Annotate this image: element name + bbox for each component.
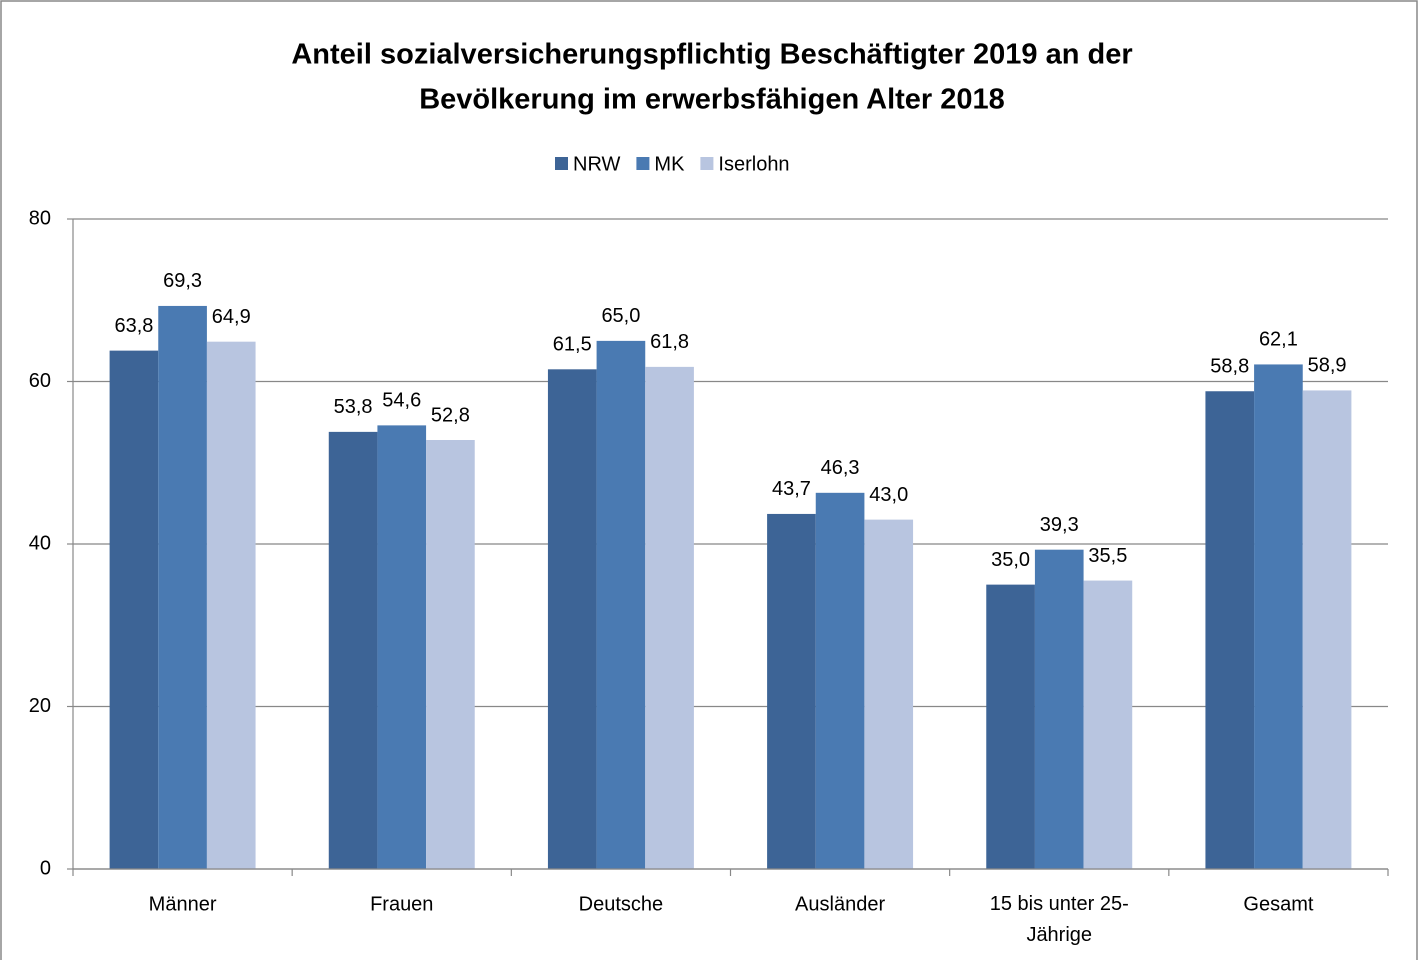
y-tick-label: 20 xyxy=(29,695,51,717)
bar xyxy=(206,341,256,869)
chart-title: Anteil sozialversicherungspflichtig Besc… xyxy=(291,39,1132,71)
value-label: 46,3 xyxy=(821,457,860,479)
bar xyxy=(547,369,597,869)
x-tick-label: Deutsche xyxy=(579,893,664,915)
bar xyxy=(158,305,207,869)
value-label: 58,8 xyxy=(1210,356,1249,378)
bar xyxy=(1205,391,1255,869)
y-tick-label: 40 xyxy=(29,532,51,554)
value-label: 69,3 xyxy=(163,270,202,292)
value-label: 61,5 xyxy=(553,334,592,356)
x-tick-label: 15 bis unter 25-Jährige xyxy=(990,893,1129,946)
value-label: 52,8 xyxy=(431,404,470,426)
bar xyxy=(767,513,816,869)
value-label: 63,8 xyxy=(114,315,153,337)
bar xyxy=(986,584,1035,869)
value-label: 35,5 xyxy=(1088,545,1127,567)
value-label: 53,8 xyxy=(334,396,373,418)
value-label: 43,0 xyxy=(869,484,908,506)
bar xyxy=(377,425,427,869)
value-label: 43,7 xyxy=(772,478,811,500)
legend-label: MK xyxy=(654,153,685,175)
value-label: 64,9 xyxy=(212,306,251,328)
bar xyxy=(1302,390,1352,869)
x-tick-label: Frauen xyxy=(370,893,433,915)
legend-label: Iserlohn xyxy=(718,153,789,175)
legend-swatch xyxy=(636,157,650,170)
chart-title: Bevölkerung im erwerbsfähigen Alter 2018 xyxy=(419,84,1005,116)
x-tick-label: Gesamt xyxy=(1243,893,1313,915)
bar xyxy=(864,519,914,869)
bar xyxy=(109,350,159,869)
value-label: 65,0 xyxy=(601,305,640,327)
bar xyxy=(1083,580,1133,869)
bar xyxy=(426,440,475,869)
legend-label: NRW xyxy=(573,153,621,175)
value-label: 61,8 xyxy=(650,331,689,353)
bar xyxy=(596,340,646,869)
y-tick-label: 60 xyxy=(29,370,51,392)
bar xyxy=(1034,549,1084,869)
bar xyxy=(645,366,694,869)
value-label: 54,6 xyxy=(382,390,421,412)
y-tick-label: 0 xyxy=(40,857,51,879)
value-label: 35,0 xyxy=(991,549,1030,571)
legend-swatch xyxy=(700,157,714,170)
value-label: 39,3 xyxy=(1040,514,1079,536)
x-tick-label: Männer xyxy=(149,893,217,915)
x-tick-label: Ausländer xyxy=(795,893,885,915)
bar xyxy=(815,492,865,869)
bar xyxy=(1254,364,1303,869)
legend-swatch xyxy=(555,157,568,170)
value-label: 58,9 xyxy=(1308,355,1347,377)
y-tick-label: 80 xyxy=(29,207,51,229)
value-label: 62,1 xyxy=(1259,329,1298,351)
bar xyxy=(328,431,378,869)
